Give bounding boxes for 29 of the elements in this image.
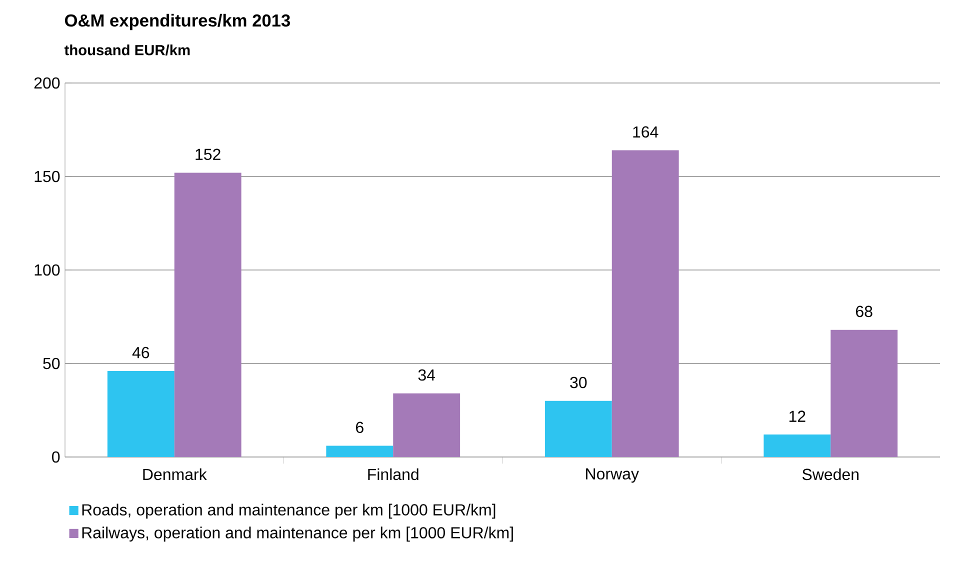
legend-label: Railways, operation and maintenance per km [1000 EUR/km] xyxy=(82,526,513,542)
x-tick-label: Denmark xyxy=(143,468,207,480)
bar xyxy=(107,370,174,457)
y-tick-label: 200 xyxy=(34,77,60,89)
data-label: 6 xyxy=(356,422,364,434)
data-label: 30 xyxy=(570,376,587,388)
legend-label: Roads, operation and maintenance per km [1000 EUR/km] xyxy=(82,504,496,519)
bar xyxy=(830,330,898,457)
x-tick-label: Sweden xyxy=(802,468,858,480)
bar xyxy=(544,400,612,457)
bar xyxy=(174,172,242,457)
bar xyxy=(764,434,831,457)
x-tick-label: Norway xyxy=(586,468,639,483)
data-label: 46 xyxy=(132,346,150,358)
data-label: 34 xyxy=(418,369,436,381)
bar xyxy=(326,446,394,457)
data-label: 68 xyxy=(856,306,872,318)
y-tick-label: 100 xyxy=(34,264,60,276)
data-label: 152 xyxy=(196,148,220,160)
y-tick-label: 150 xyxy=(34,170,60,182)
chart-title: O&M expenditures/km 2013 xyxy=(64,14,290,30)
y-tick-label: 0 xyxy=(52,451,60,463)
bar xyxy=(612,150,679,457)
x-tick-label: Finland xyxy=(368,468,418,480)
chart-subtitle: thousand EUR/km xyxy=(64,44,190,56)
data-label: 164 xyxy=(633,126,658,138)
y-tick-label: 50 xyxy=(43,358,60,370)
data-label: 12 xyxy=(789,410,806,422)
bar xyxy=(393,393,460,457)
